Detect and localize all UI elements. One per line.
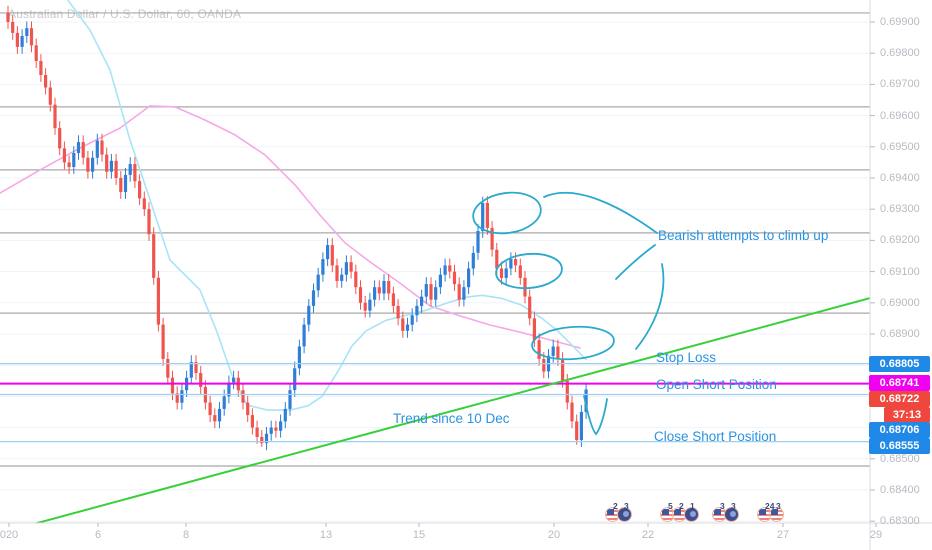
price-axis-label: 0.69400 — [880, 172, 920, 184]
event-count: 3 — [624, 501, 629, 511]
time-axis-label: 27 — [776, 529, 790, 541]
time-axis-label: 15 — [412, 529, 426, 541]
overnight-moon-icon — [684, 507, 699, 522]
hand-drawings[interactable] — [471, 188, 665, 436]
price-axis-label: 0.68400 — [880, 484, 920, 496]
event-count: 2 — [613, 501, 618, 511]
time-axis-label: 20 — [547, 529, 561, 541]
price-axis-label: 0.69200 — [880, 234, 920, 247]
price-tag[interactable]: 0.68741 — [869, 375, 930, 391]
event-count: 24 — [765, 501, 775, 511]
us-flag-icon — [769, 507, 784, 522]
event-count: 5 — [668, 501, 673, 511]
price-axis-label: 0.69600 — [880, 109, 920, 122]
stop-loss-label[interactable]: Stop Loss — [656, 350, 717, 365]
price-tag[interactable]: 0.68706 — [869, 422, 930, 438]
price-axis-label: 0.68500 — [880, 452, 920, 465]
time-axis-label: 020 — [0, 529, 19, 541]
trend-line — [33, 297, 870, 523]
time-axis-label: 22 — [641, 529, 655, 541]
price-axis-label: 0.68300 — [880, 515, 920, 528]
price-axis-label: 0.69100 — [880, 265, 920, 278]
time-axis-label: 13 — [319, 529, 333, 541]
event-count: 2 — [679, 501, 684, 511]
close-short-label[interactable]: Close Short Position — [654, 429, 777, 444]
price-axis-label: 0.69700 — [880, 78, 920, 91]
event-count: 3 — [776, 501, 781, 511]
time-axis[interactable]: 020 6 8 13 15 20 22 27 29 — [0, 523, 932, 550]
event-count: 3 — [720, 501, 725, 511]
bar-countdown-tag: 37:13 — [884, 407, 930, 423]
price-axis-label: 0.69000 — [880, 296, 920, 309]
overnight-moon-icon — [617, 507, 632, 522]
open-short-label[interactable]: Open Short Position — [656, 377, 777, 392]
price-tag[interactable]: 0.68555 — [869, 438, 930, 454]
bearish-note[interactable]: Bearish attempts to climb up — [658, 228, 829, 243]
overnight-moon-icon — [724, 507, 739, 522]
price-axis-label: 0.69500 — [880, 140, 920, 153]
trend-label[interactable]: Trend since 10 Dec — [393, 411, 510, 426]
time-axis-label: 29 — [869, 529, 883, 541]
price-axis-label: 0.69900 — [880, 16, 920, 28]
ma-fast-cyan — [67, 0, 587, 411]
price-axis-label: 0.69300 — [880, 203, 920, 216]
event-count: 1 — [690, 501, 695, 511]
symbol-title: Australian Dollar / U.S. Dollar, 60, OAN… — [8, 7, 242, 21]
ma-slow-pink — [0, 105, 581, 349]
us-flag-icon — [660, 507, 675, 522]
price-tag[interactable]: 0.68805 — [869, 356, 930, 372]
price-axis-label: 0.69800 — [880, 47, 920, 60]
event-count: 3 — [731, 501, 736, 511]
price-tag[interactable]: 0.68722 — [869, 391, 930, 407]
time-axis-label: 6 — [94, 529, 102, 541]
price-axis[interactable]: 0.69900 0.69800 0.69700 0.69600 0.69500 0.694… — [870, 0, 932, 550]
price-axis-label: 0.68900 — [880, 328, 920, 340]
time-axis-label: 8 — [182, 529, 190, 541]
